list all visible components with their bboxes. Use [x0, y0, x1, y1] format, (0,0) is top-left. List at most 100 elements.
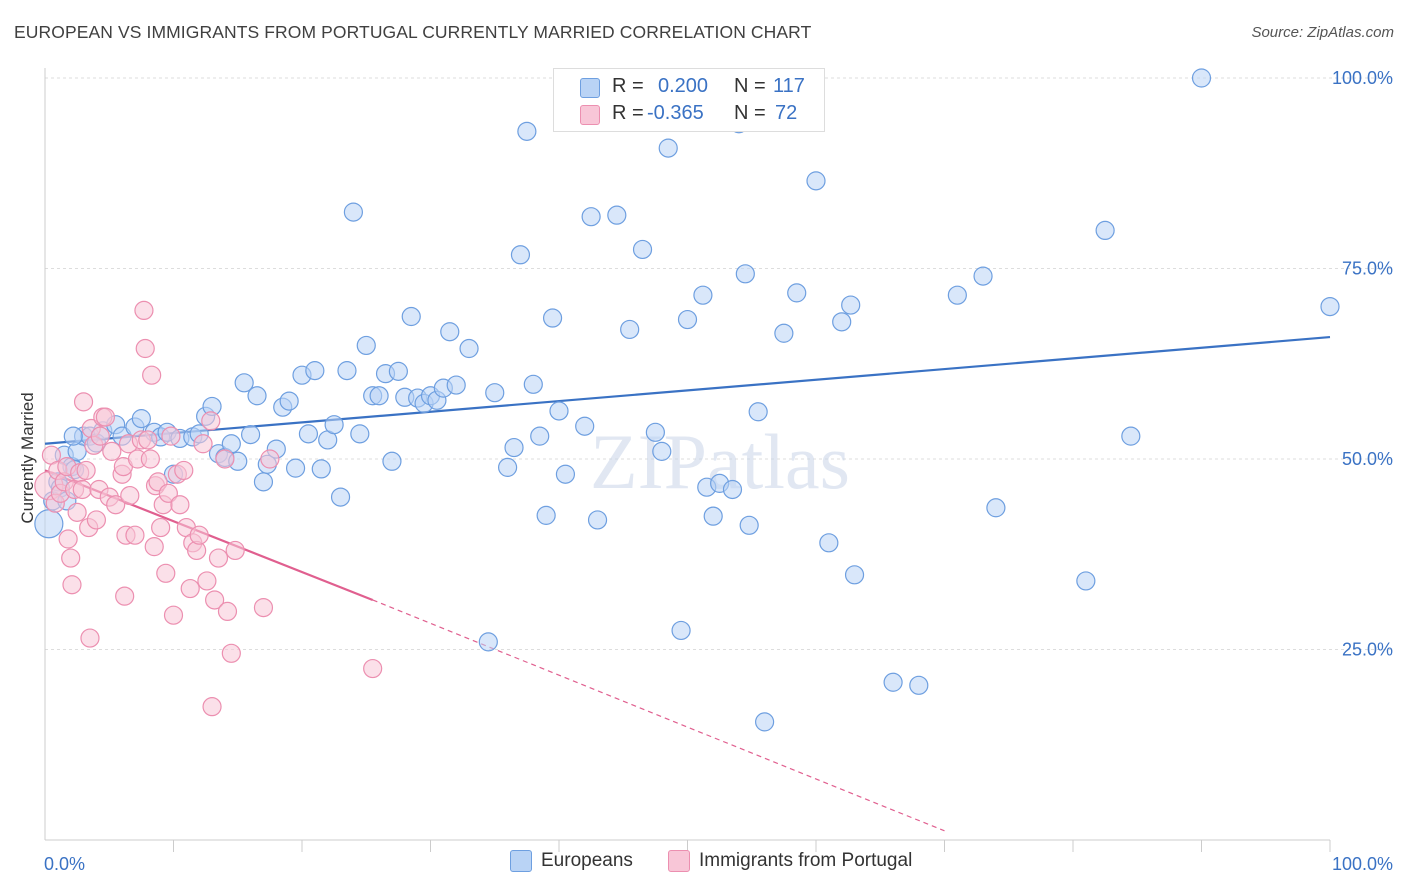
- europeans-point: [607, 205, 627, 225]
- europeans-point: [343, 202, 363, 222]
- europeans-point: [1121, 426, 1141, 446]
- europeans-point: [841, 295, 861, 315]
- portugal-point: [80, 628, 100, 648]
- portugal-point: [170, 495, 190, 515]
- y-axis-label: Currently Married: [18, 392, 37, 523]
- europeans-point: [298, 424, 319, 444]
- europeans-point: [337, 361, 357, 381]
- portugal-point: [90, 426, 110, 446]
- legend-r-label: R =: [612, 102, 644, 124]
- europeans-point: [748, 402, 768, 422]
- legend-n-label: N =: [734, 102, 766, 124]
- europeans-point: [498, 457, 518, 477]
- stats-legend: R = 0.200 N = 117 R = -0.365 N = 72: [553, 68, 825, 132]
- europeans-point: [844, 565, 865, 585]
- europeans-point: [549, 401, 569, 421]
- legend-swatch-blue: [580, 78, 600, 98]
- europeans-point: [382, 451, 402, 471]
- chart-title: EUROPEAN VS IMMIGRANTS FROM PORTUGAL CUR…: [14, 22, 812, 42]
- legend-label: Europeans: [541, 850, 633, 872]
- europeans-point: [575, 416, 595, 436]
- portugal-point: [140, 449, 160, 469]
- portugal-point: [151, 517, 171, 538]
- portugal-point: [67, 502, 87, 522]
- portugal-point: [76, 460, 96, 481]
- portugal-point: [73, 392, 94, 412]
- europeans-point: [34, 509, 64, 539]
- portugal-point: [215, 449, 235, 469]
- europeans-point: [555, 464, 576, 484]
- portugal-point: [180, 578, 200, 599]
- portugal-point: [142, 365, 162, 385]
- legend-n-value: 117: [773, 75, 805, 97]
- portugal-point: [208, 548, 229, 568]
- portugal-point: [138, 430, 158, 450]
- portugal-point: [201, 411, 221, 431]
- europeans-point: [819, 533, 839, 553]
- portugal-point: [58, 529, 78, 549]
- portugal-point: [161, 426, 181, 446]
- portugal-point: [106, 495, 126, 515]
- europeans-point: [510, 245, 531, 265]
- europeans-point: [446, 375, 466, 395]
- europeans-point: [645, 422, 665, 442]
- europeans-point: [754, 712, 775, 732]
- europeans-point: [253, 472, 274, 492]
- europeans-point: [973, 266, 993, 286]
- portugal-point: [120, 485, 140, 506]
- europeans-point: [356, 335, 376, 356]
- legend-row-portugal: R = -0.365 N = 72: [554, 100, 824, 128]
- portugal-point: [125, 525, 145, 545]
- portugal-point: [253, 597, 274, 618]
- portugal-point: [102, 441, 122, 461]
- europeans-point: [536, 505, 556, 525]
- europeans-point: [305, 361, 325, 381]
- europeans-point: [330, 487, 351, 507]
- portugal-point: [135, 338, 155, 359]
- europeans-point: [703, 506, 723, 526]
- europeans-point: [947, 285, 967, 305]
- europeans-point: [504, 437, 524, 458]
- europeans-point: [986, 498, 1006, 518]
- legend-r-value: 0.200: [658, 75, 709, 97]
- portugal-trend-extension: [372, 599, 945, 832]
- europeans-point: [587, 510, 608, 530]
- portugal-point: [61, 548, 81, 568]
- portugal-point: [115, 586, 135, 606]
- legend-swatch-pink: [668, 850, 690, 872]
- y-tick-label: 100.0%: [1332, 68, 1393, 88]
- bottom-legend-europeans: Europeans: [510, 850, 633, 878]
- europeans-point: [620, 319, 640, 340]
- europeans-point: [542, 308, 563, 328]
- portugal-point: [225, 540, 245, 561]
- portugal-point: [205, 590, 225, 610]
- europeans-point: [832, 312, 852, 332]
- europeans-point: [1320, 297, 1340, 317]
- europeans-point: [1095, 220, 1115, 240]
- europeans-point: [883, 672, 903, 692]
- europeans-point: [652, 441, 672, 461]
- europeans-point: [671, 620, 691, 641]
- europeans-point: [735, 264, 755, 284]
- europeans-point: [63, 426, 83, 446]
- europeans-point: [1076, 571, 1096, 591]
- legend-r-value: -0.365: [647, 102, 704, 124]
- europeans-point: [530, 426, 550, 446]
- europeans-point: [388, 361, 408, 381]
- portugal-point: [86, 510, 107, 530]
- portugal-point: [174, 460, 194, 481]
- europeans-point: [774, 323, 794, 343]
- europeans-point: [131, 409, 151, 429]
- europeans-trend-line: [44, 335, 1331, 445]
- portugal-point: [193, 434, 213, 454]
- portugal-point: [95, 407, 115, 427]
- portugal-point: [134, 300, 154, 321]
- portugal-point: [260, 449, 280, 469]
- europeans-point: [1191, 68, 1212, 88]
- portugal-point: [144, 537, 164, 557]
- europeans-point: [324, 415, 344, 435]
- europeans-point: [350, 424, 370, 444]
- legend-n-value: 72: [775, 102, 798, 124]
- europeans-point: [440, 322, 460, 342]
- europeans-point: [632, 239, 653, 260]
